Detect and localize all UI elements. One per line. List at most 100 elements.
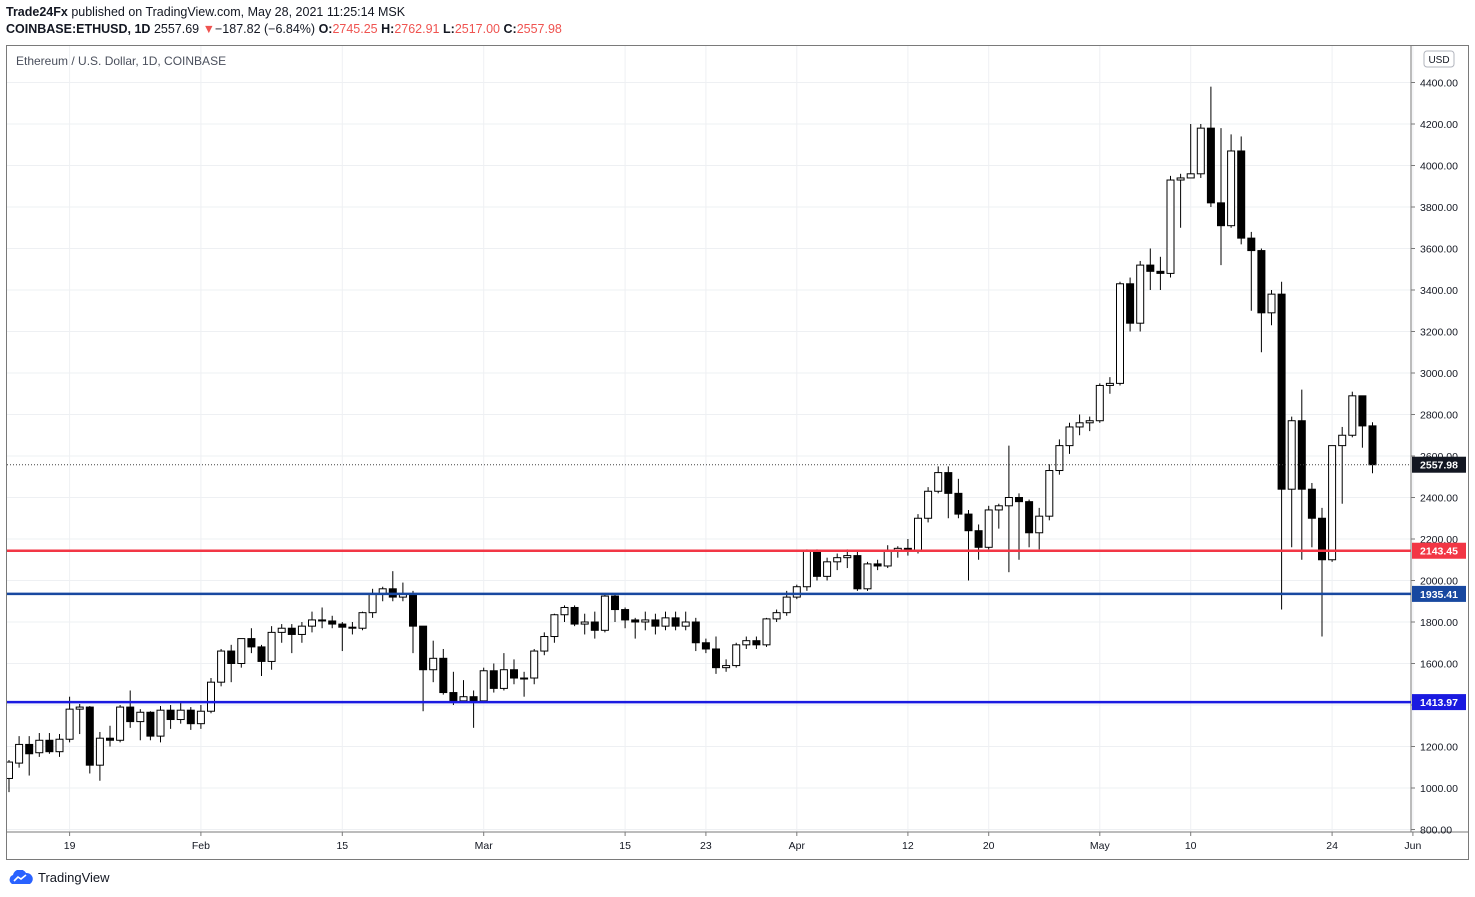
published-text: published on TradingView.com, May 28, 20…: [71, 5, 406, 19]
candle-body: [196, 710, 205, 725]
candle-body: [479, 670, 488, 702]
low-label: L:: [443, 22, 455, 36]
candle-up: [994, 503, 1003, 529]
candle-down: [954, 478, 963, 519]
candle-body: [792, 586, 801, 598]
candle-body: [1196, 127, 1205, 175]
candle-body: [631, 619, 640, 623]
candle-body: [701, 642, 710, 650]
candle-body: [1206, 127, 1215, 204]
x-tick-label: 24: [1326, 840, 1338, 852]
candle-body: [974, 530, 983, 548]
candle-body: [186, 709, 195, 725]
candle-body: [661, 617, 670, 627]
candle-body: [146, 711, 155, 737]
candle-down: [1358, 395, 1367, 448]
x-tick-label: Mar: [475, 840, 494, 852]
candle-up: [196, 705, 205, 729]
candle-body: [1015, 497, 1023, 503]
candle-body: [722, 665, 731, 669]
candle-body: [752, 640, 761, 646]
candle-up: [924, 487, 933, 523]
candle-body: [7, 761, 13, 779]
x-tick-label: 15: [619, 840, 631, 852]
candle-body: [348, 626, 357, 629]
candle-down: [1126, 277, 1135, 332]
candle-down: [974, 524, 983, 560]
price-tag-bg: [1412, 585, 1466, 602]
candle-body: [994, 505, 1003, 511]
candle-down: [651, 613, 660, 635]
candle-body: [1247, 237, 1256, 252]
candle-body: [267, 631, 276, 662]
candle-up: [934, 466, 943, 494]
candle-body: [651, 619, 660, 627]
open-label: O:: [318, 22, 333, 36]
candle-up: [237, 638, 246, 668]
candle-body: [863, 563, 872, 590]
candle-body: [1267, 293, 1276, 314]
candle-up: [520, 671, 529, 697]
candle-down: [1257, 248, 1266, 353]
chart-frame[interactable]: 800.001000.001200.001400.001600.001800.0…: [6, 45, 1469, 860]
candle-down: [1277, 281, 1286, 610]
candle-up: [429, 640, 438, 683]
y-tick-label: 2400.00: [1420, 493, 1458, 505]
y-tick-label: 3800.00: [1420, 202, 1458, 214]
candle-body: [1025, 501, 1034, 534]
candle-body: [297, 625, 306, 635]
candle-body: [95, 737, 104, 766]
currency-badge-label: USD: [1428, 55, 1449, 66]
candle-body: [611, 595, 619, 611]
candle-body: [782, 596, 791, 614]
symbol-info: COINBASE:ETHUSD, 1D 2557.69 ▼−187.82 (−6…: [6, 22, 562, 36]
candle-body: [368, 593, 377, 614]
candle-down: [186, 707, 195, 730]
candle-up: [1065, 422, 1074, 454]
candle-body: [1217, 202, 1225, 227]
candle-down: [449, 671, 458, 705]
candle-down: [611, 592, 619, 622]
candle-body: [621, 609, 630, 621]
candle-down: [752, 636, 761, 649]
candle-body: [1328, 445, 1337, 561]
candle-up: [1055, 439, 1064, 475]
candle-up: [661, 611, 670, 631]
candle-down: [489, 663, 498, 693]
candle-up: [802, 549, 811, 591]
candle-up: [823, 557, 832, 581]
high-value: 2762.91: [394, 22, 440, 36]
candle-up: [1095, 383, 1104, 423]
candlestick-chart[interactable]: 800.001000.001200.001400.001600.001800.0…: [7, 46, 1468, 859]
candle-body: [409, 593, 417, 627]
candle-body: [1156, 270, 1165, 274]
candle-down: [25, 736, 34, 776]
candle-body: [944, 472, 953, 494]
candle-body: [691, 621, 700, 644]
candle-body: [25, 743, 34, 755]
candle-up: [136, 709, 145, 741]
candle-body: [1126, 283, 1135, 324]
candle-down: [873, 559, 882, 571]
x-tick-label: 19: [64, 840, 76, 852]
price-tag-label: 1935.41: [1420, 589, 1458, 601]
candle-down: [964, 509, 973, 581]
candle-up: [217, 648, 226, 687]
candle-down: [1307, 482, 1316, 548]
candle-up: [681, 611, 690, 631]
y-tick-label: 2000.00: [1420, 576, 1458, 588]
candle-body: [75, 706, 84, 710]
candle-body: [1004, 497, 1013, 507]
y-tick-label: 1600.00: [1420, 659, 1458, 671]
currency-badge[interactable]: USD: [1423, 50, 1455, 68]
candle-down: [126, 690, 135, 728]
candle-body: [873, 563, 882, 567]
candle-body: [540, 636, 549, 652]
candle-up: [580, 613, 589, 635]
candle-body: [217, 650, 226, 683]
candle-up: [1176, 173, 1185, 228]
footer-brand[interactable]: TradingView: [8, 870, 110, 885]
candle-up: [55, 734, 64, 757]
tradingview-brand: TradingView: [38, 870, 110, 885]
candle-up: [176, 702, 185, 724]
